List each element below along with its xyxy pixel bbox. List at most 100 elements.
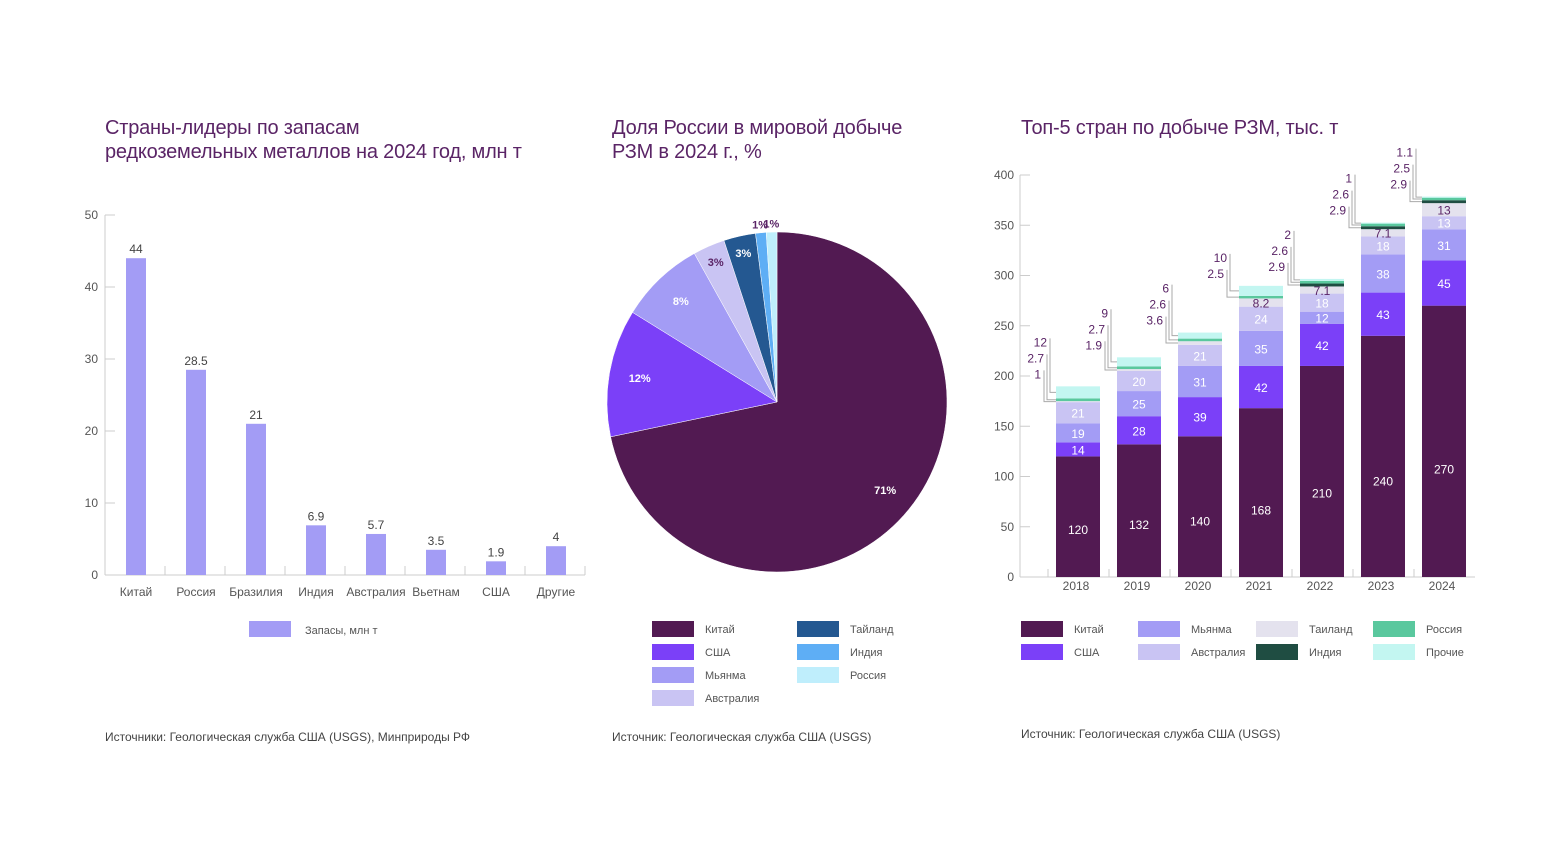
stack-segment-Таиланд-2024	[1422, 203, 1466, 217]
segment-value-label: 240	[1373, 475, 1393, 489]
segment-value-label: 18	[1315, 297, 1329, 311]
segment-value-label: 20	[1132, 375, 1146, 389]
legend-label: Австралия	[1191, 647, 1245, 659]
stack-segment-Австралия-2021	[1239, 306, 1283, 331]
stack-segment-Россия-2018	[1056, 398, 1100, 402]
segment-value-label: 21	[1071, 407, 1085, 421]
leader-line	[1049, 338, 1056, 393]
bar-value-label: 1.9	[488, 545, 505, 559]
stack-segment-США-2023	[1361, 292, 1405, 336]
x-tick-label: Другие	[537, 585, 576, 599]
pie-slice-label: 12%	[629, 373, 651, 385]
segment-value-label: 2.9	[1329, 204, 1346, 218]
y-tick-label: 150	[994, 419, 1014, 433]
leader-line	[1171, 284, 1178, 337]
stack-segment-Китай-2023	[1361, 335, 1405, 577]
segment-value-label: 3.6	[1146, 314, 1163, 328]
stack-segment-Индия-2024	[1422, 200, 1466, 204]
stacked-chart-title: Топ-5 стран по добыче РЗМ, тыс. т	[1021, 117, 1339, 139]
segment-value-label: 19	[1071, 427, 1085, 441]
segment-value-label: 10	[1214, 251, 1228, 265]
leader-line	[1287, 262, 1300, 286]
stack-segment-Мьянма-2021	[1239, 330, 1283, 366]
bar-Китай	[126, 258, 146, 575]
leader-line	[1104, 341, 1117, 371]
legend-swatch-США	[652, 644, 694, 660]
pie-slice-label: 1%	[763, 219, 779, 231]
bar-value-label: 5.7	[368, 518, 385, 532]
x-tick-label: 2018	[1063, 579, 1090, 593]
reserves-title-line2: редкоземельных металлов на 2024 год, млн…	[105, 141, 522, 163]
leader-line	[1354, 174, 1361, 224]
stack-segment-США-2019	[1117, 416, 1161, 445]
segment-value-label: 12	[1315, 312, 1329, 326]
stack-segment-Австралия-2022	[1300, 293, 1344, 312]
leader-line	[1409, 180, 1422, 203]
legend-swatch-Индия	[797, 644, 839, 660]
stack-segment-Австралия-2018	[1056, 402, 1100, 424]
legend-swatch-Австралия	[652, 690, 694, 706]
y-tick-label: 40	[85, 280, 99, 294]
stack-segment-Прочие-2022	[1300, 278, 1344, 281]
stack-segment-Таиланд-2020	[1178, 341, 1222, 345]
y-tick-label: 30	[85, 352, 99, 366]
legend-label: Россия	[1426, 624, 1462, 636]
pie-slice-Россия	[765, 231, 778, 403]
segment-value-label: 2.5	[1207, 267, 1224, 281]
stack-segment-Китай-2022	[1300, 365, 1344, 577]
leader-line	[1351, 190, 1361, 226]
leader-line	[1226, 269, 1239, 298]
y-tick-label: 50	[85, 208, 99, 222]
segment-value-label: 2	[1284, 228, 1291, 242]
stack-segment-Прочие-2020	[1178, 332, 1222, 339]
legend-swatch-Прочие	[1373, 644, 1415, 660]
segment-value-label: 2.6	[1332, 188, 1349, 202]
x-tick-label: Россия	[176, 585, 215, 599]
reserves-title-line1: Страны-лидеры по запасам	[105, 117, 360, 139]
bar-value-label: 4	[553, 530, 560, 544]
segment-value-label: 31	[1437, 239, 1451, 253]
segment-value-label: 18	[1376, 239, 1390, 253]
legend-label: Австралия	[705, 693, 759, 705]
bar-Австралия	[366, 533, 386, 575]
x-tick-label: 2022	[1307, 579, 1334, 593]
stack-segment-Россия-2020	[1178, 338, 1222, 342]
y-tick-label: 0	[91, 568, 98, 582]
pie-slice-label: 8%	[673, 296, 689, 308]
segment-value-label: 31	[1193, 376, 1207, 390]
segment-value-label: 38	[1376, 267, 1390, 281]
stack-segment-Таиланд-2018	[1056, 401, 1100, 403]
legend-label: Запасы, млн т	[305, 625, 378, 637]
segment-value-label: 2.6	[1149, 298, 1166, 312]
bar-value-label: 6.9	[308, 509, 325, 523]
segment-value-label: 2.7	[1088, 322, 1105, 336]
reserves-source: Источники: Геологическая служба США (USG…	[105, 730, 471, 744]
stack-segment-США-2020	[1178, 397, 1222, 437]
segment-value-label: 7.1	[1314, 284, 1331, 298]
stack-segment-Китай-2020	[1178, 436, 1222, 577]
y-tick-label: 200	[994, 369, 1014, 383]
legend-swatch-Мьянма	[652, 667, 694, 683]
bar-Вьетнам	[426, 549, 446, 575]
legend-swatch-Австралия	[1138, 644, 1180, 660]
bar-США	[486, 561, 506, 575]
x-tick-label: 2020	[1185, 579, 1212, 593]
stack-segment-Прочие-2023	[1361, 222, 1405, 224]
legend-label: Таиланд	[1309, 624, 1353, 636]
segment-value-label: 210	[1312, 487, 1332, 501]
segment-value-label: 35	[1254, 342, 1268, 356]
stack-segment-Мьянма-2019	[1117, 391, 1161, 417]
pie-source: Источник: Геологическая служба США (USGS…	[612, 730, 872, 744]
y-tick-label: 300	[994, 269, 1014, 283]
x-tick-label: Китай	[120, 585, 152, 599]
stack-segment-Россия-2023	[1361, 223, 1405, 227]
pie-slice-label: 71%	[874, 485, 896, 497]
stack-segment-Китай-2018	[1056, 456, 1100, 577]
leader-line	[1043, 370, 1056, 403]
stack-segment-США-2021	[1239, 365, 1283, 409]
legend-swatch-Китай	[652, 621, 694, 637]
legend-label: Мьянма	[705, 670, 746, 682]
reserves-chart-title: Страны-лидеры по запасам редкоземельных …	[105, 116, 522, 164]
stack-segment-Россия-2024	[1422, 197, 1466, 201]
